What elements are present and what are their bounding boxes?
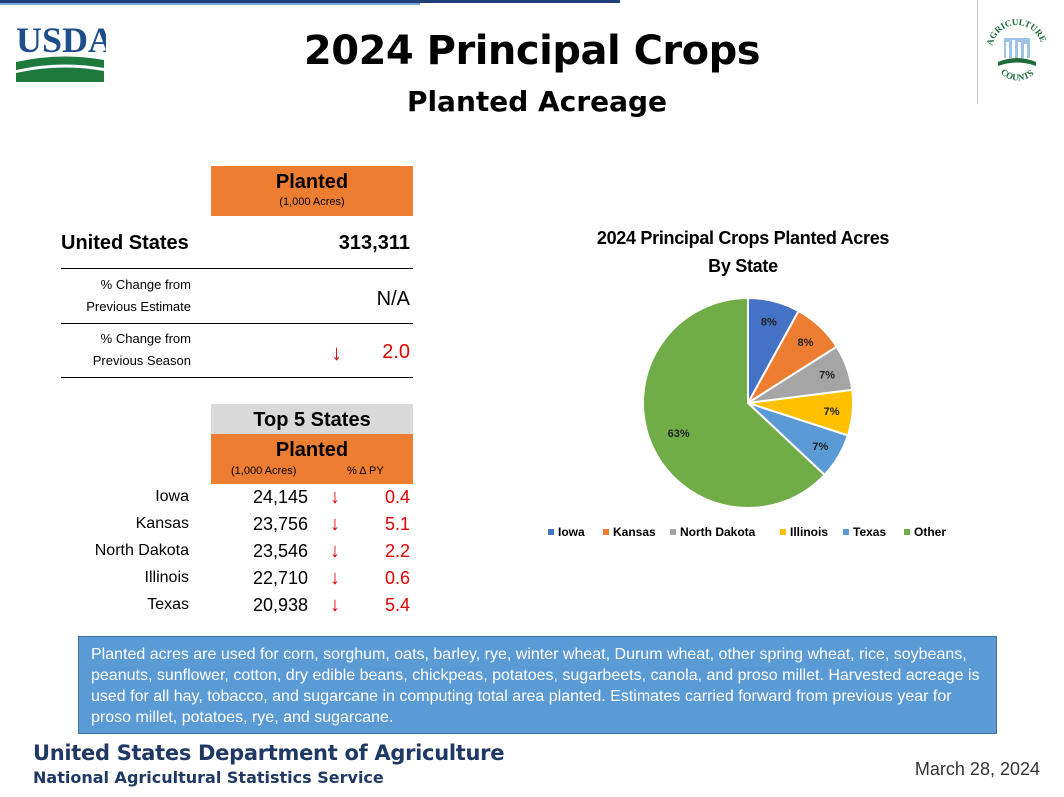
planted-header-label: Planted xyxy=(275,171,349,193)
note-box: Planted acres are used for corn, sorghum… xyxy=(78,636,997,734)
planted-column-header: Planted (1,000 Acres) xyxy=(211,166,413,216)
legend-swatch xyxy=(904,529,910,535)
down-arrow-icon: ↓ xyxy=(331,340,342,365)
legend-swatch xyxy=(843,529,849,535)
down-arrow-icon: ↓ xyxy=(330,540,340,562)
legend-item-other: Other xyxy=(904,524,946,540)
state-name: North Dakota xyxy=(94,542,189,559)
top5-pct-label: % Δ PY xyxy=(347,465,384,477)
legend-item-north-dakota: North Dakota xyxy=(670,524,755,540)
legend-label: Texas xyxy=(853,525,887,539)
pie-data-label: 8% xyxy=(761,317,777,329)
legend-swatch xyxy=(603,529,609,535)
state-name: Illinois xyxy=(144,569,189,586)
state-change: 5.4 xyxy=(384,595,410,615)
top5-units-label: (1,000 Acres) xyxy=(231,465,297,477)
down-arrow-icon: ↓ xyxy=(330,513,340,535)
row-divider xyxy=(61,268,413,269)
page-subtitle: Planted Acreage xyxy=(406,85,668,118)
change-prev-estimate-value: N/A xyxy=(376,288,410,310)
planted-units-label: (1,000 Acres) xyxy=(279,196,345,208)
state-planted: 22,710 xyxy=(252,568,308,588)
change-prev-season-label: % Change from Previous Season xyxy=(92,331,191,368)
pie-data-label: 7% xyxy=(824,406,840,418)
svg-text:USDA: USDA xyxy=(16,20,106,60)
state-change: 0.6 xyxy=(384,568,410,588)
legend-item-illinois: Illinois xyxy=(780,524,828,540)
pie-data-label: 7% xyxy=(812,441,828,453)
row-divider xyxy=(61,377,413,378)
page-title: 2024 Principal Crops xyxy=(303,28,761,74)
state-name: Iowa xyxy=(155,488,189,505)
legend-swatch xyxy=(548,529,554,535)
us-planted-value: 313,311 xyxy=(338,232,410,254)
us-label: United States xyxy=(61,232,189,254)
state-change: 0.4 xyxy=(384,487,410,507)
pie-data-label: 8% xyxy=(798,337,814,349)
legend-label: Other xyxy=(914,525,947,539)
pie-data-label: 63% xyxy=(668,428,690,440)
legend-item-texas: Texas xyxy=(843,524,886,540)
state-planted: 23,756 xyxy=(252,514,308,534)
legend-label: North Dakota xyxy=(680,525,756,539)
chart-title: 2024 Principal Crops Planted Acres By St… xyxy=(596,228,890,276)
top5-planted-label: Planted xyxy=(275,439,349,461)
top-decorative-band xyxy=(0,0,1064,6)
pie-data-label: 7% xyxy=(819,370,835,382)
legend-label: Kansas xyxy=(613,525,656,539)
top5-planted-header: Planted (1,000 Acres) % Δ PY xyxy=(211,434,413,484)
legend-label: Iowa xyxy=(558,525,585,539)
pie-chart: 8% 8% 7% 7% 7% 63% xyxy=(642,296,854,509)
top5-header: Top 5 States xyxy=(211,404,413,434)
svg-text:COUNTS: COUNTS xyxy=(999,67,1036,83)
agriculture-counts-logo: AGRICULTURE COUNTS xyxy=(984,17,1048,83)
pie-slice-other xyxy=(642,296,826,509)
header-divider xyxy=(977,0,978,104)
state-planted: 20,938 xyxy=(252,595,308,615)
state-name: Kansas xyxy=(135,515,189,532)
legend-swatch xyxy=(780,529,786,535)
chart-legend: Iowa Kansas North Dakota Illinois Texas Other xyxy=(548,524,968,542)
down-arrow-icon: ↓ xyxy=(330,594,340,616)
state-planted: 23,546 xyxy=(252,541,308,561)
state-name: Texas xyxy=(147,596,189,613)
down-arrow-icon: ↓ xyxy=(330,567,340,589)
legend-item-iowa: Iowa xyxy=(548,524,585,540)
row-divider xyxy=(61,323,413,324)
legend-label: Illinois xyxy=(790,525,829,539)
usda-logo: USDA xyxy=(16,20,106,82)
change-prev-season-value: 2.0 xyxy=(382,341,410,363)
state-change: 2.2 xyxy=(384,541,410,561)
footer-org-name: United States Department of Agriculture xyxy=(33,741,505,765)
change-prev-estimate-label: % Change from Previous Estimate xyxy=(86,277,191,314)
footer-agency-name: National Agricultural Statistics Service xyxy=(33,768,384,787)
state-change: 5.1 xyxy=(384,514,410,534)
down-arrow-icon: ↓ xyxy=(330,486,340,508)
release-date: March 28, 2024 xyxy=(914,759,1040,779)
state-planted: 24,145 xyxy=(252,487,308,507)
legend-swatch xyxy=(670,529,676,535)
legend-item-kansas: Kansas xyxy=(603,524,656,540)
